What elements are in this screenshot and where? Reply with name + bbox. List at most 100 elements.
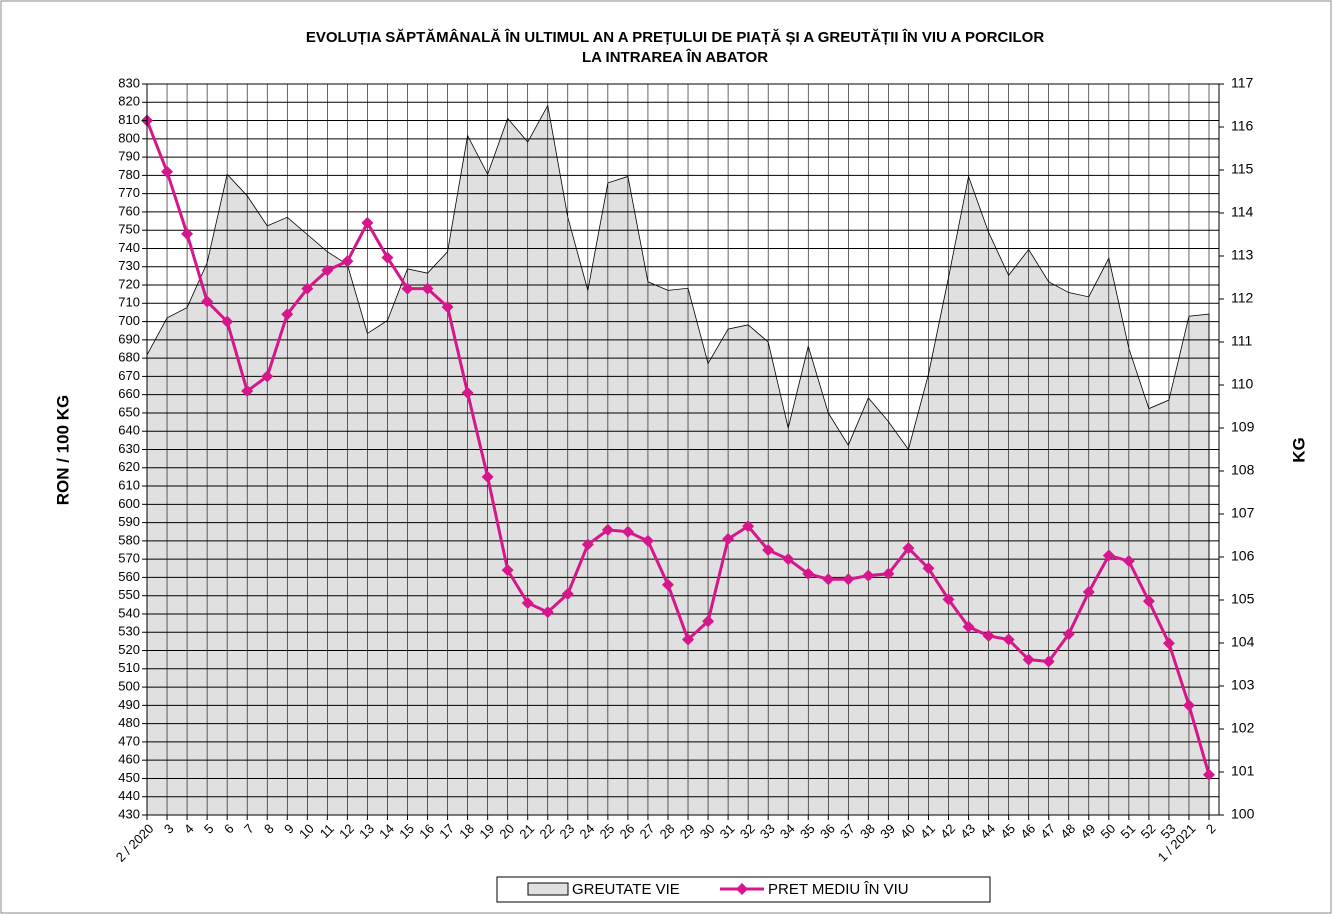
- y-tick-label: 620: [118, 459, 140, 474]
- y-tick-label: 810: [118, 112, 140, 127]
- marker: [942, 593, 955, 606]
- marker: [842, 573, 855, 586]
- y-tick-label: 730: [118, 258, 140, 273]
- marker: [541, 606, 554, 619]
- marker: [742, 520, 755, 533]
- marker: [381, 251, 394, 264]
- y-tick-label: 720: [118, 276, 140, 291]
- marker: [641, 534, 654, 547]
- marker: [161, 165, 174, 178]
- y-tick-label: 680: [118, 350, 140, 365]
- marker: [882, 567, 895, 580]
- marker: [922, 562, 935, 575]
- y-tick-label: 490: [118, 697, 140, 712]
- y2-tick-label: 110: [1231, 376, 1254, 392]
- marker: [682, 633, 695, 646]
- marker: [581, 538, 594, 551]
- y-tick-label: 510: [118, 660, 140, 675]
- y2-tick-label: 114: [1231, 204, 1254, 220]
- marker: [822, 573, 835, 586]
- y-tick-label: 630: [118, 441, 140, 456]
- marker: [281, 308, 294, 321]
- marker: [221, 315, 234, 328]
- marker: [521, 597, 534, 610]
- marker: [1203, 768, 1215, 781]
- y-tick-label: 820: [118, 94, 140, 109]
- y-tick-label: 430: [118, 806, 140, 821]
- marker: [902, 542, 915, 555]
- y2-axis-title: KG: [1289, 437, 1308, 463]
- marker: [1062, 628, 1075, 641]
- marker: [661, 578, 674, 591]
- y2-tick-label: 115: [1231, 161, 1254, 177]
- y-tick-label: 710: [118, 295, 140, 310]
- y-tick-label: 460: [118, 752, 140, 767]
- y-tick-label: 670: [118, 368, 140, 383]
- y2-tick-label: 105: [1231, 591, 1255, 607]
- y-tick-label: 560: [118, 569, 140, 584]
- marker: [1162, 637, 1175, 650]
- marker: [421, 282, 434, 295]
- marker: [1142, 595, 1155, 608]
- y-tick-label: 800: [118, 130, 140, 145]
- y2-tick-label: 103: [1231, 677, 1255, 693]
- marker: [601, 523, 614, 536]
- y-tick-label: 660: [118, 386, 140, 401]
- marker: [1042, 655, 1055, 668]
- y2-tick-label: 108: [1231, 462, 1255, 478]
- marker: [1182, 699, 1195, 712]
- marker: [321, 264, 334, 277]
- y-tick-label: 640: [118, 423, 140, 438]
- marker: [301, 282, 314, 295]
- y2-tick-label: 117: [1231, 75, 1254, 91]
- y2-tick-label: 113: [1231, 247, 1254, 263]
- y-tick-label: 760: [118, 203, 140, 218]
- marker: [501, 564, 514, 577]
- marker: [441, 300, 454, 313]
- marker: [341, 255, 354, 268]
- y-tick-label: 750: [118, 222, 140, 237]
- marker: [621, 525, 634, 538]
- marker: [962, 620, 975, 633]
- y-tick-label: 550: [118, 587, 140, 602]
- y-tick-label: 650: [118, 404, 140, 419]
- legend-label: PRET MEDIU ÎN VIU: [768, 881, 909, 898]
- marker: [982, 629, 995, 642]
- y2-tick-label: 104: [1231, 634, 1255, 650]
- marker: [201, 295, 214, 308]
- y-tick-label: 600: [118, 496, 140, 511]
- y-tick-label: 590: [118, 514, 140, 529]
- marker: [1122, 554, 1135, 567]
- y2-tick-label: 102: [1231, 720, 1255, 736]
- y-tick-label: 610: [118, 477, 140, 492]
- y-axis-title: RON / 100 KG: [53, 395, 72, 506]
- y-tick-label: 570: [118, 551, 140, 566]
- y2-tick-label: 100: [1231, 806, 1255, 822]
- marker: [561, 587, 574, 600]
- chart-title: EVOLUȚIA SĂPTĂMÂNALĂ ÎN ULTIMUL AN A PRE…: [306, 28, 1044, 46]
- y2-tick-label: 107: [1231, 505, 1255, 521]
- y-tick-label: 780: [118, 167, 140, 182]
- marker: [1002, 633, 1015, 646]
- y2-tick-label: 109: [1231, 419, 1255, 435]
- legend-swatch: [527, 882, 569, 896]
- marker: [722, 533, 735, 546]
- y-tick-label: 440: [118, 788, 140, 803]
- y-tick-label: 520: [118, 642, 140, 657]
- y-tick-label: 700: [118, 313, 140, 328]
- y-tick-label: 690: [118, 331, 140, 346]
- y2-tick-label: 112: [1231, 290, 1254, 306]
- marker: [401, 282, 414, 295]
- y-tick-label: 470: [118, 733, 140, 748]
- y2-tick-label: 106: [1231, 548, 1255, 564]
- marker: [181, 227, 194, 240]
- legend-label: GREUTATE VIE: [572, 881, 680, 898]
- y-tick-label: 540: [118, 605, 140, 620]
- y2-tick-label: 116: [1231, 118, 1254, 134]
- marker: [862, 569, 875, 582]
- marker: [1102, 549, 1115, 562]
- marker: [361, 216, 374, 229]
- marker: [802, 567, 815, 580]
